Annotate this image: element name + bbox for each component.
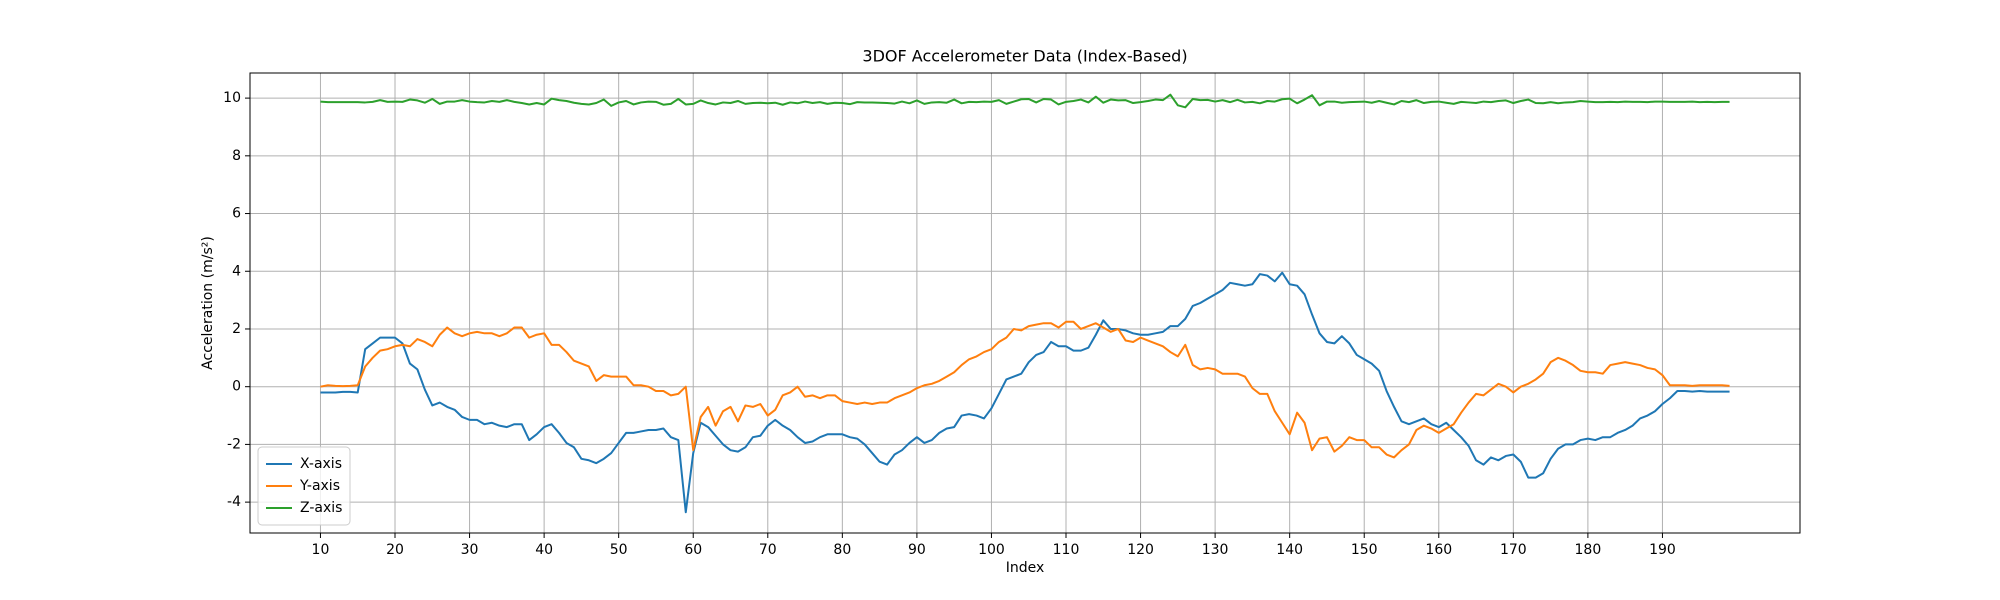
x-tick-label: 140 [1276,542,1303,558]
legend-box [257,446,351,526]
x-tick-label: 20 [386,542,404,558]
x-tick-label: 70 [759,542,777,558]
x-tick-label: 150 [1351,542,1378,558]
y-tick-label: 2 [232,321,241,337]
plot-frame [249,72,1801,534]
data-line [320,271,1730,514]
legend-label: Y-axis [299,478,340,494]
y-tick-label: 10 [223,90,241,106]
x-tick-label: 120 [1127,542,1154,558]
x-tick-label: 90 [908,542,926,558]
x-tick-label: 50 [610,542,628,558]
x-tick-label: 30 [461,542,479,558]
x-tick-label: 160 [1425,542,1452,558]
y-tick-label: 0 [232,379,241,395]
x-tick-label: 190 [1649,542,1676,558]
x-tick-label: 80 [833,542,851,558]
legend-label: X-axis [300,456,342,472]
chart-title: 3DOF Accelerometer Data (Index-Based) [862,47,1187,66]
x-tick-label: 40 [535,542,553,558]
y-tick-label: 4 [232,263,241,279]
x-tick-label: 60 [684,542,702,558]
y-tick-label: -2 [227,436,241,452]
x-tick-label: 110 [1053,542,1080,558]
data-line [320,93,1730,109]
y-tick-label: 6 [232,206,241,222]
x-tick-label: 130 [1202,542,1229,558]
x-tick-label: 170 [1500,542,1527,558]
x-axis-label: Index [1006,560,1045,576]
y-axis-label: Acceleration (m/s²) [200,236,216,370]
y-tick-label: 8 [232,148,241,164]
data-line [320,320,1730,459]
x-tick-label: 100 [978,542,1005,558]
legend-label: Z-axis [300,500,342,516]
y-tick-label: -4 [227,494,241,510]
x-tick-label: 10 [312,542,330,558]
x-tick-label: 180 [1575,542,1602,558]
